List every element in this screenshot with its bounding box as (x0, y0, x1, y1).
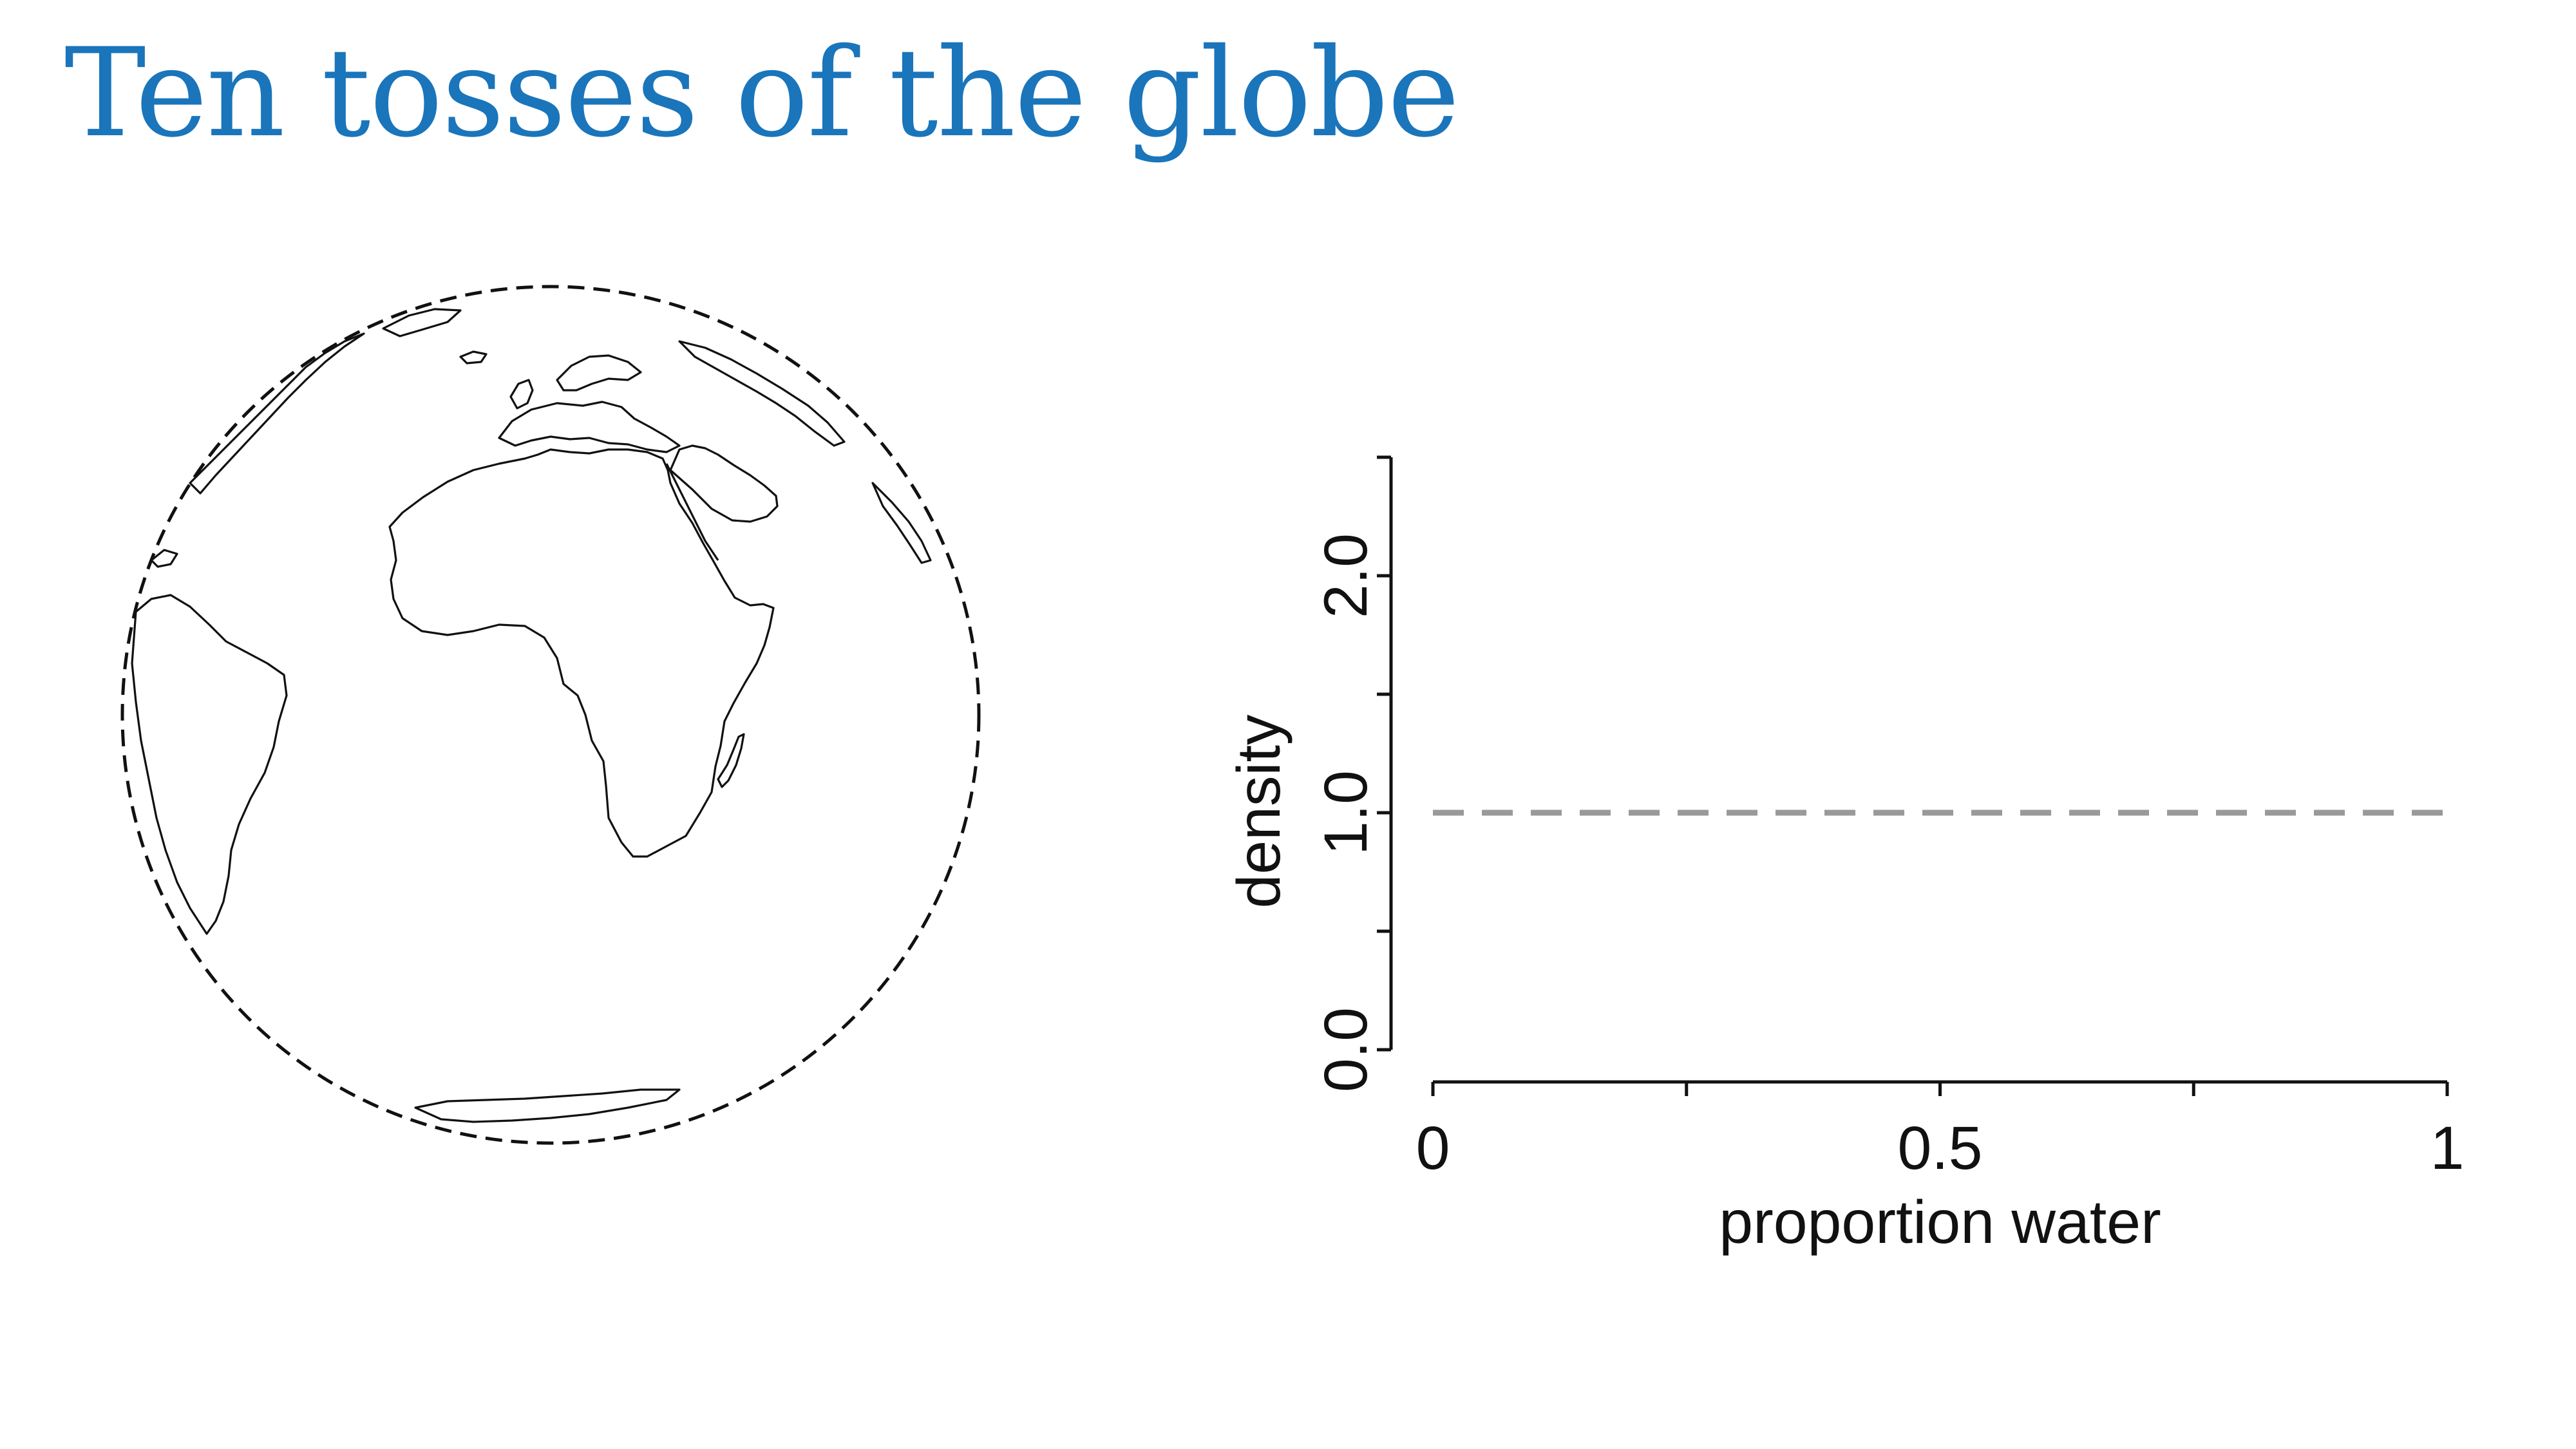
asia-rim (678, 340, 846, 447)
x-tick-label: 1 (2430, 1114, 2465, 1182)
x-tick-label: 0.5 (1897, 1114, 1982, 1182)
madagascar-outline (717, 733, 745, 788)
chart-axes: 0 0.5 1 0.0 1.0 2.0 (1312, 455, 2465, 1182)
globe-outline (120, 285, 981, 1145)
y-axis-label: density (1225, 714, 1293, 909)
x-axis-label: proportion water (1719, 1188, 2161, 1256)
y-tick-label: 0.0 (1312, 1007, 1380, 1092)
europe-outline (498, 401, 681, 453)
y-tick-label: 1.0 (1312, 770, 1380, 855)
x-tick-label: 0 (1416, 1114, 1450, 1182)
africa-outline (388, 448, 775, 858)
britain-outline (509, 379, 534, 410)
y-tick-label: 2.0 (1312, 533, 1380, 618)
india-rim (871, 482, 932, 564)
density-chart: 0 0.5 1 0.0 1.0 2.0 proportion water density (1225, 455, 2465, 1256)
slide-title: Ten tosses of the globe (64, 22, 1460, 164)
globe-africa-icon (120, 285, 981, 1145)
scandinavia-outline (556, 354, 642, 392)
red-sea-line (665, 463, 719, 561)
north-america-rim (189, 332, 365, 495)
south-america-outline (131, 594, 288, 935)
greenland-outline (382, 308, 462, 337)
iceland-outline (459, 350, 488, 365)
caribbean-outline (150, 549, 178, 568)
arabia-outline (669, 444, 779, 523)
antarctica-outline (414, 1088, 681, 1123)
